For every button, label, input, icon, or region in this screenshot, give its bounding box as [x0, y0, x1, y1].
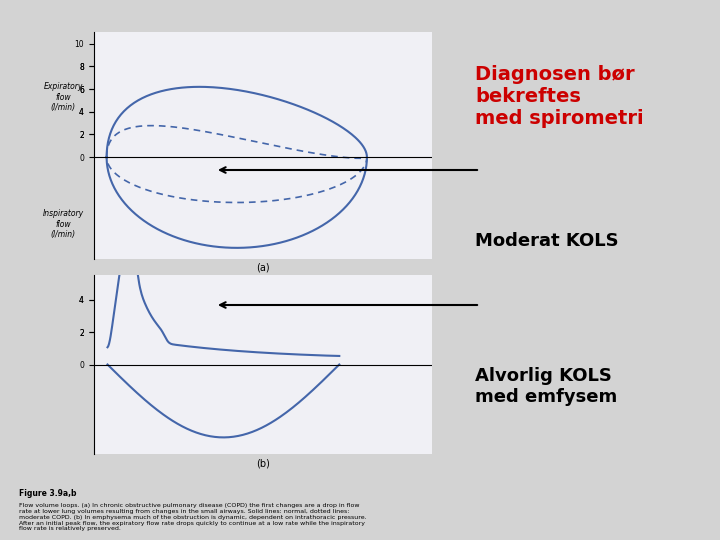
Text: Inspiratory
flow
(l/min): Inspiratory flow (l/min) — [42, 210, 84, 239]
Text: Diagnosen bør
bekreftes
med spirometri: Diagnosen bør bekreftes med spirometri — [475, 65, 644, 128]
Text: Alvorlig KOLS
med emfysem: Alvorlig KOLS med emfysem — [475, 367, 618, 406]
Text: Expiratory
flow
(l/min): Expiratory flow (l/min) — [43, 82, 83, 112]
Text: Moderat KOLS: Moderat KOLS — [475, 232, 618, 250]
Text: (a): (a) — [256, 262, 269, 273]
Text: Flow volume loops. (a) In chronic obstructive pulmonary disease (COPD) the first: Flow volume loops. (a) In chronic obstru… — [19, 503, 366, 531]
Text: (b): (b) — [256, 458, 270, 468]
Text: Figure 3.9a,b: Figure 3.9a,b — [19, 489, 76, 498]
